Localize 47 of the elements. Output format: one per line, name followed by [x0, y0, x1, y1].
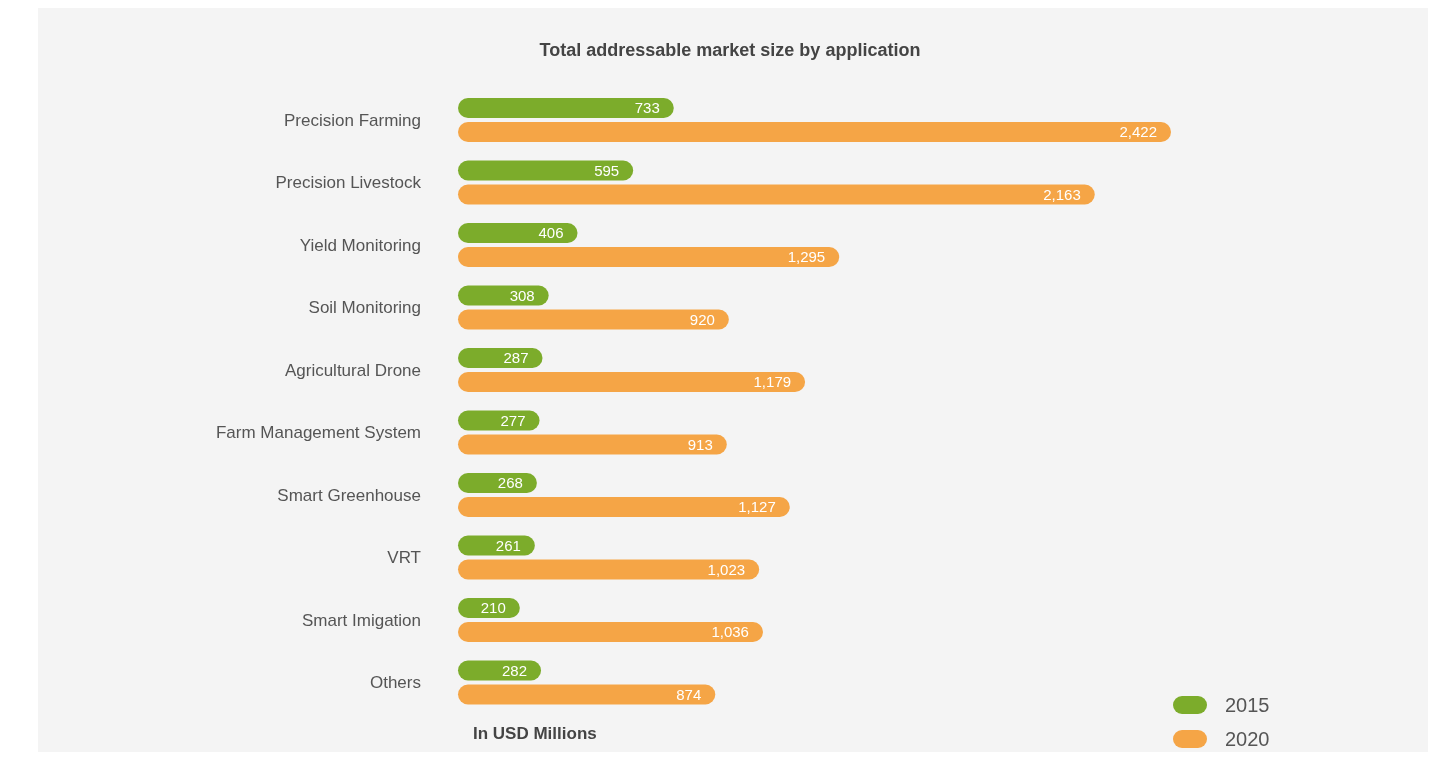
data-label: 406 — [538, 224, 564, 242]
y-tick-label: Soil Monitoring — [308, 298, 421, 318]
y-tick-label: Farm Management System — [215, 423, 421, 443]
y-tick-label: Others — [369, 673, 421, 693]
bar — [458, 622, 763, 642]
data-label: 268 — [497, 474, 523, 492]
bar — [458, 372, 806, 392]
bar — [458, 559, 760, 580]
y-tick-label: Precision Livestock — [275, 173, 422, 193]
legend-label: 2020 — [1225, 728, 1270, 750]
bar — [458, 223, 578, 243]
bar — [458, 434, 727, 455]
data-label: 595 — [594, 161, 620, 179]
data-label: 1,295 — [787, 248, 826, 266]
bar — [458, 160, 634, 181]
bar — [458, 497, 790, 517]
data-label: 1,023 — [707, 560, 746, 578]
data-label: 282 — [501, 661, 528, 679]
y-tick-label: Precision Farming — [284, 110, 421, 130]
y-tick-label: Agricultural Drone — [284, 360, 421, 380]
data-label: 308 — [509, 286, 535, 304]
data-label: 2,422 — [1119, 123, 1157, 141]
bar — [458, 309, 729, 330]
bar — [458, 247, 840, 267]
data-label: 1,179 — [753, 373, 792, 391]
legend-label: 2015 — [1225, 694, 1270, 716]
y-tick-label: VRT — [387, 548, 421, 568]
data-label: 287 — [503, 349, 529, 367]
data-label: 1,036 — [711, 623, 749, 641]
text: In USD Millions — [473, 724, 597, 743]
bar — [458, 684, 716, 705]
bar — [458, 122, 1171, 142]
data-label: 210 — [480, 599, 506, 617]
bar — [458, 98, 674, 118]
y-tick-label: Smart Imigation — [301, 610, 421, 630]
bar — [458, 184, 1095, 205]
data-label: 920 — [689, 310, 715, 328]
y-tick-label: Yield Monitoring — [299, 235, 421, 255]
chart-title: Total addressable market size by application — [539, 40, 921, 60]
y-tick-label: Smart Greenhouse — [277, 485, 421, 505]
data-label: 277 — [500, 411, 526, 429]
data-label: 261 — [495, 536, 521, 554]
data-label: 733 — [634, 99, 660, 117]
data-label: 874 — [676, 685, 702, 703]
data-label: 2,163 — [1043, 185, 1081, 203]
data-label: 913 — [687, 435, 713, 453]
data-label: 1,127 — [738, 498, 776, 516]
